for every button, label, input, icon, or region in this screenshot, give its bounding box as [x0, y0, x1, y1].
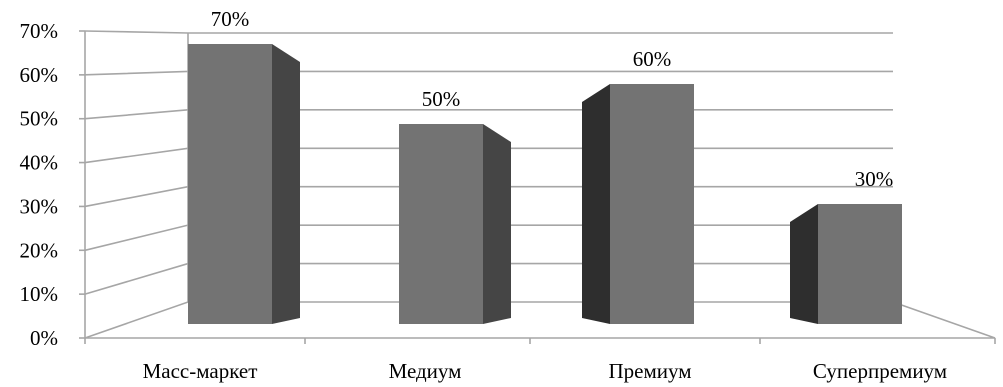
data-labels: 70% 50% 60% 30% [211, 7, 894, 191]
bar-side [790, 204, 818, 324]
bar [818, 204, 902, 324]
data-label: 70% [211, 7, 250, 31]
data-label: 50% [422, 87, 461, 111]
y-tick-labels: 0% 10% 20% 30% 40% 50% 60% 70% [20, 19, 85, 350]
x-category-label: Суперпремиум [813, 359, 947, 383]
x-category-labels: Масс-маркет Медиум Премиум Суперпремиум [143, 359, 947, 383]
y-tick-label: 20% [20, 238, 59, 262]
bars [188, 44, 902, 324]
bar-side [272, 44, 300, 324]
gridline [84, 30, 893, 34]
bar-side [582, 84, 610, 324]
data-label: 30% [855, 167, 894, 191]
data-label: 60% [633, 47, 672, 71]
y-tick-label: 50% [20, 107, 59, 131]
bar [610, 84, 694, 324]
y-tick-label: 30% [20, 194, 59, 218]
y-tick-label: 70% [20, 19, 59, 43]
bar-side [483, 124, 511, 324]
bar [399, 124, 483, 324]
y-tick-label: 40% [20, 151, 59, 175]
x-category-label: Премиум [608, 359, 691, 383]
y-tick-label: 10% [20, 282, 59, 306]
x-category-label: Масс-маркет [143, 359, 258, 383]
x-category-label: Медиум [389, 359, 462, 383]
y-tick-label: 60% [20, 63, 59, 87]
bar [188, 44, 272, 324]
y-tick-label: 0% [30, 326, 58, 350]
